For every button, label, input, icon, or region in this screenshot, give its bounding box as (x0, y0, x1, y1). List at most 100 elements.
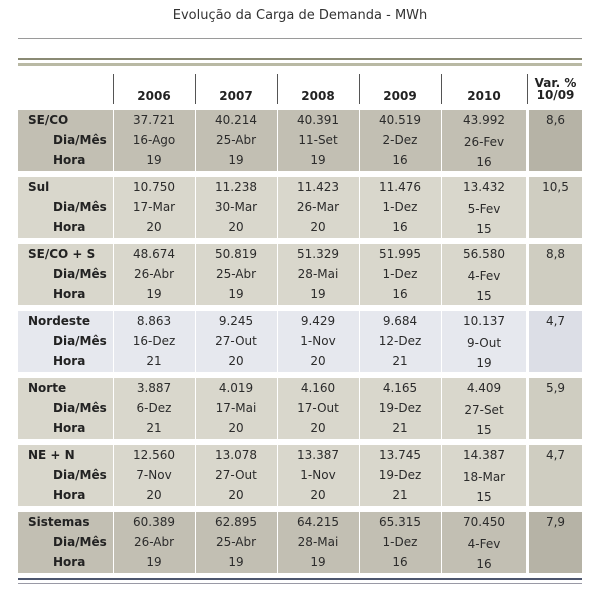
peak-hour: 15 (476, 289, 492, 303)
table-row-group: NE + N Dia/Mês Hora 12.560 13.078 13.387 13.74… (18, 445, 582, 506)
demand-value: 10.137 (463, 314, 505, 328)
column-separator (441, 311, 442, 372)
peak-hour: 16 (476, 155, 492, 169)
peak-hour: 19 (310, 555, 326, 569)
column-separator (359, 311, 360, 372)
demand-value: 8.863 (136, 314, 172, 328)
table-header: 2006 2007 2008 2009 2010 Var. % 10/09 (18, 74, 582, 104)
hour-label: Hora (53, 220, 86, 234)
hour-label: Hora (53, 488, 86, 502)
column-separator (195, 177, 196, 238)
demand-value: 10.750 (133, 180, 175, 194)
column-separator (277, 378, 278, 439)
variation-cell-background (529, 445, 582, 506)
page-title: Evolução da Carga de Demanda - MWh (172, 8, 428, 23)
peak-hour: 21 (392, 354, 408, 368)
peak-hour: 19 (476, 356, 492, 370)
column-separator (113, 311, 114, 372)
variation-value: 8,6 (545, 113, 566, 127)
demand-value: 4.160 (300, 381, 336, 395)
peak-date: 12-Dez (378, 334, 422, 348)
peak-date: 25-Abr (215, 133, 257, 147)
column-separator (441, 177, 442, 238)
peak-date: 26-Fev (463, 135, 505, 149)
column-separator (195, 378, 196, 439)
day-month-label: Dia/Mês (53, 468, 107, 482)
peak-date: 18-Mar (462, 470, 506, 484)
peak-date: 26-Abr (133, 535, 175, 549)
peak-date: 1-Nov (300, 468, 336, 482)
peak-date: 17-Mar (132, 200, 176, 214)
peak-date: 17-Mai (215, 401, 257, 415)
peak-date: 11-Set (298, 133, 338, 147)
day-month-label: Dia/Mês (53, 334, 107, 348)
peak-date: 16-Ago (132, 133, 176, 147)
peak-date: 7-Nov (136, 468, 172, 482)
variation-value: 10,5 (542, 180, 569, 194)
peak-date: 27-Set (464, 403, 504, 417)
column-separator (359, 378, 360, 439)
peak-date: 19-Dez (378, 468, 422, 482)
year-header-2010: 2010 (467, 89, 501, 103)
column-separator (277, 110, 278, 171)
bottom-band (18, 578, 582, 580)
header-separator (441, 74, 442, 104)
column-separator (359, 244, 360, 305)
peak-hour: 19 (310, 153, 326, 167)
peak-hour: 16 (392, 555, 408, 569)
peak-hour: 20 (310, 220, 326, 234)
variation-cell-background (529, 177, 582, 238)
hour-label: Hora (53, 421, 86, 435)
region-name: SE/CO + S (28, 247, 96, 261)
peak-hour: 19 (146, 555, 162, 569)
column-separator (113, 110, 114, 171)
peak-date: 27-Out (215, 334, 257, 348)
year-header-2009: 2009 (383, 89, 417, 103)
variation-value: 4,7 (545, 448, 566, 462)
demand-value: 51.329 (297, 247, 339, 261)
peak-date: 26-Mar (296, 200, 340, 214)
table-row-group: SE/CO Dia/Mês Hora 37.721 40.214 40.391 40.519… (18, 110, 582, 171)
peak-hour: 20 (228, 220, 244, 234)
variation-cell-background (529, 378, 582, 439)
peak-hour: 19 (146, 153, 162, 167)
column-separator (113, 512, 114, 573)
demand-value: 13.078 (215, 448, 257, 462)
peak-hour: 16 (392, 220, 408, 234)
year-header-2008: 2008 (301, 89, 335, 103)
demand-value: 40.519 (379, 113, 421, 127)
peak-hour: 19 (146, 287, 162, 301)
peak-hour: 21 (146, 354, 162, 368)
table-row-group: Sul Dia/Mês Hora 10.750 11.238 11.423 11.476 13… (18, 177, 582, 238)
variation-header: Var. % 10/09 (529, 74, 582, 104)
demand-value: 9.245 (218, 314, 254, 328)
header-separator (195, 74, 196, 104)
peak-hour: 21 (392, 421, 408, 435)
peak-hour: 16 (476, 557, 492, 571)
peak-date: 9-Out (466, 336, 502, 350)
column-separator (359, 177, 360, 238)
variation-header-line1: Var. % (534, 76, 577, 90)
region-name: Nordeste (28, 314, 90, 328)
header-separator (359, 74, 360, 104)
year-header-2006: 2006 (137, 89, 171, 103)
column-separator (195, 311, 196, 372)
region-name: NE + N (28, 448, 75, 462)
top-band (18, 58, 582, 60)
demand-value: 4.409 (466, 381, 502, 395)
peak-hour: 20 (228, 488, 244, 502)
peak-hour: 20 (310, 421, 326, 435)
demand-value: 40.214 (215, 113, 257, 127)
region-name: Norte (28, 381, 67, 395)
region-name: Sistemas (28, 515, 90, 529)
column-separator (277, 512, 278, 573)
peak-date: 28-Mai (297, 535, 339, 549)
peak-date: 27-Out (215, 468, 257, 482)
table-row-group: SE/CO + S Dia/Mês Hora 48.674 50.819 51.329 51… (18, 244, 582, 305)
peak-date: 1-Nov (300, 334, 336, 348)
column-separator (359, 110, 360, 171)
demand-value: 11.476 (379, 180, 421, 194)
peak-hour: 20 (146, 220, 162, 234)
table-row-group: Nordeste Dia/Mês Hora 8.863 9.245 9.429 9.684 1… (18, 311, 582, 372)
peak-date: 1-Dez (382, 200, 418, 214)
